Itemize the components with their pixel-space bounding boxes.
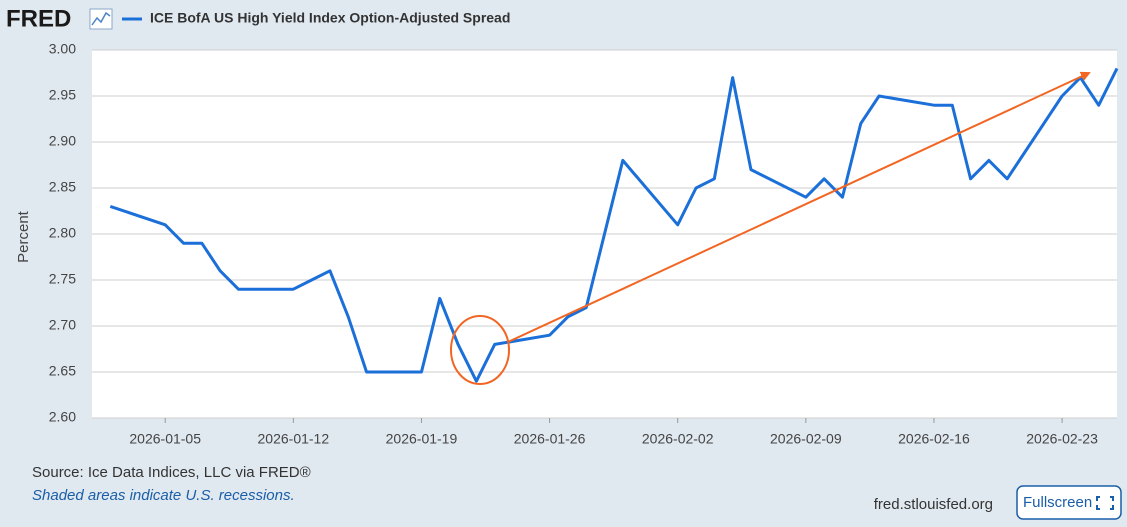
note: Shaded areas indicate U.S. recessions. [32, 487, 295, 504]
logo: FRED [6, 5, 71, 32]
x-tick-label: 2026-02-02 [642, 431, 714, 447]
button-label[interactable]: Fullscreen [1023, 494, 1092, 511]
site: fred.stlouisfed.org [874, 496, 993, 513]
x-tick-label: 2026-01-26 [514, 431, 586, 447]
legend-label: ICE BofA US High Yield Index Option-Adju… [150, 10, 510, 26]
fullscreen-icon[interactable] [1096, 496, 1114, 510]
y-tick-label: 2.80 [49, 225, 76, 241]
x-tick-label: 2026-02-09 [770, 431, 842, 447]
y-tick-label: 2.90 [49, 133, 76, 149]
x-tick-label: 2026-01-12 [258, 431, 330, 447]
logo-icon [89, 8, 113, 30]
series-line [109, 67, 1119, 383]
y-tick-label: 2.60 [49, 409, 76, 425]
annotation-ellipse [450, 315, 510, 385]
y-axis-label: Percent [15, 210, 32, 263]
fullscreen-button[interactable]: Fullscreen [1016, 485, 1122, 520]
x-tick-label: 2026-02-16 [898, 431, 970, 447]
x-tick-label: 2026-01-05 [129, 431, 201, 447]
x-tick-label: 2026-01-19 [386, 431, 458, 447]
y-tick-label: 2.75 [49, 271, 76, 287]
button-frame[interactable] [1016, 485, 1122, 520]
marks [109, 67, 1119, 383]
annotation-arrow [507, 71, 1091, 343]
source: Source: Ice Data Indices, LLC via FRED® [32, 464, 311, 481]
x-tick-label: 2026-02-23 [1026, 431, 1098, 447]
y-tick-label: 2.85 [49, 179, 76, 195]
y-tick-label: 2.95 [49, 87, 76, 103]
y-tick-label: 2.65 [49, 363, 76, 379]
annotation [450, 71, 1091, 385]
y-tick-label: 2.70 [49, 317, 76, 333]
grid: 2.60 2.65 2.70 2.75 2.80 2.85 2.90 2.95 3.00 2026… [49, 41, 1117, 447]
y-tick-label: 3.00 [49, 41, 76, 57]
